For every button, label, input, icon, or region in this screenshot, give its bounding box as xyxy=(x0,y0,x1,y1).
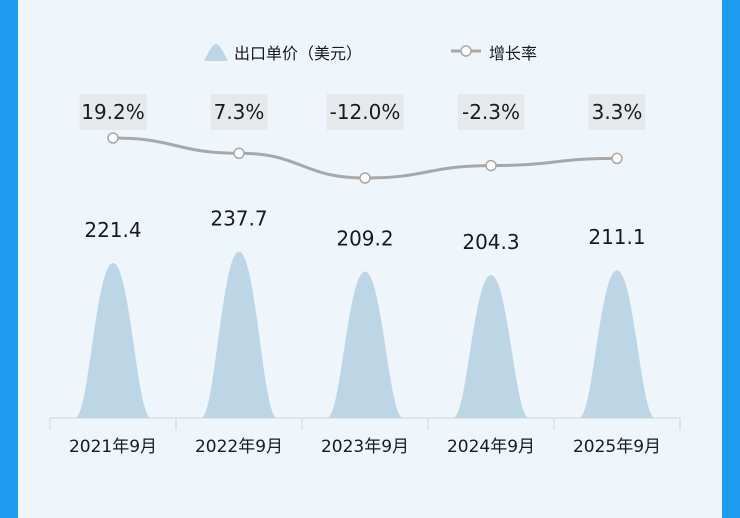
x-axis-label: 2025年9月 xyxy=(573,437,661,457)
bar-peak xyxy=(201,251,277,418)
growth-rate-point xyxy=(485,159,497,172)
growth-rate-label: 7.3% xyxy=(214,100,265,124)
x-axis-label: 2024年9月 xyxy=(447,437,535,457)
bar-value-label: 237.7 xyxy=(210,207,267,231)
growth-rate-points xyxy=(107,132,623,184)
growth-rate-point xyxy=(611,152,623,165)
growth-rate-point xyxy=(359,172,371,184)
growth-rate-point xyxy=(107,132,119,144)
x-axis-labels: 2021年9月 2022年9月 2023年9月 2024年9月 2025年9月 xyxy=(69,437,661,457)
growth-rate-label: 3.3% xyxy=(592,100,643,124)
growth-rate-label: 19.2% xyxy=(81,100,145,124)
growth-rate-label: -12.0% xyxy=(330,100,401,124)
growth-rate-label-box xyxy=(588,94,646,130)
chart-panel: 出口单价（美元） 增长率 221.4 237.7 209.2 204.3 211.1 2… xyxy=(18,0,722,518)
growth-rate-point xyxy=(233,147,245,160)
legend-unit-price-label: 出口单价（美元） xyxy=(234,44,362,63)
growth-rate-label-box xyxy=(457,94,525,130)
growth-rate-label: -2.3% xyxy=(462,100,520,124)
growth-rate-label-boxes: 19.2% 7.3% -12.0% -2.3% 3.3% xyxy=(79,94,646,130)
bar-value-label: 209.2 xyxy=(336,227,393,251)
bar-peak xyxy=(579,270,655,418)
growth-rate-line xyxy=(112,136,618,180)
bar-value-label: 211.1 xyxy=(588,225,645,249)
bar-peak xyxy=(75,263,151,418)
bar-value-label: 204.3 xyxy=(462,230,519,254)
bar-value-labels: 221.4 237.7 209.2 204.3 211.1 xyxy=(84,207,645,254)
legend-growth-rate-label: 增长率 xyxy=(489,44,537,63)
x-axis-label: 2023年9月 xyxy=(321,437,409,457)
bar-value-label: 221.4 xyxy=(84,218,141,242)
growth-rate-label-box xyxy=(79,94,147,130)
bar-peak xyxy=(453,274,529,418)
bar-series xyxy=(75,251,655,418)
chart: 出口单价（美元） 增长率 221.4 237.7 209.2 204.3 211.1 2… xyxy=(49,44,681,457)
growth-rate-label-box xyxy=(210,94,268,130)
legend-line-marker xyxy=(460,45,472,57)
x-axis-ticks xyxy=(49,418,681,430)
legend-bar-swatch xyxy=(204,44,228,61)
bar-peak xyxy=(327,271,403,418)
x-axis-label: 2022年9月 xyxy=(195,437,283,457)
legend: 出口单价（美元） 增长率 xyxy=(204,44,537,63)
growth-rate-label-box xyxy=(326,94,404,130)
x-axis-label: 2021年9月 xyxy=(69,437,157,457)
